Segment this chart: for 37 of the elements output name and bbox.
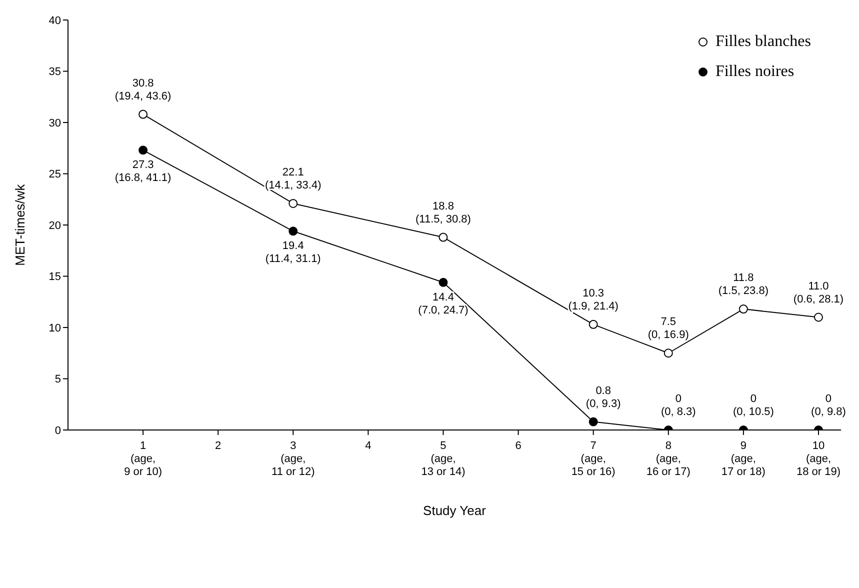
data-label: 7.5 (0, 16.9)	[648, 316, 689, 342]
x-tick-label: 6	[515, 440, 522, 452]
y-tick-label: 0	[54, 424, 61, 437]
y-tick-label: 40	[48, 14, 61, 27]
x-tick-label: 2	[215, 440, 222, 452]
data-label: 18.8 (11.5, 30.8)	[416, 200, 471, 226]
x-tick-label: 10 (age, 18 or 19)	[796, 440, 840, 478]
data-label: 30.8 (19.4, 43.6)	[114, 77, 172, 102]
y-axis-title: MET-times/wk	[12, 184, 28, 266]
x-tick-label: 5 (age, 13 or 14)	[421, 440, 466, 478]
data-label: 22.1 (14.1, 33.4)	[265, 166, 322, 192]
data-label: 11.8 (1.5, 23.8)	[718, 272, 769, 298]
y-tick-label: 5	[54, 374, 61, 386]
x-axis-title: Study Year	[423, 503, 487, 518]
data-label: 0 (0, 10.5)	[732, 393, 774, 418]
y-tick-label: 10	[48, 322, 61, 334]
data-label: 14.4 (7.0, 24.7)	[418, 291, 468, 316]
data-label: 10.3 (1.9, 21.4)	[568, 287, 618, 312]
x-tick-label: 4	[365, 440, 372, 452]
y-tick-label: 20	[48, 220, 61, 232]
x-tick-label: 7 (age, 15 or 16)	[571, 440, 616, 478]
y-tick-label: 35	[48, 66, 61, 78]
x-tick-label: 8 (age, 16 or 17)	[646, 440, 690, 478]
data-label: 19.4 (11.4, 31.1)	[265, 240, 321, 266]
data-label: 27.3 (16.8, 41.1)	[114, 159, 172, 184]
legend-label: Filles noires	[715, 63, 794, 81]
data-label: 0 (0, 8.3)	[660, 393, 696, 418]
y-tick-label: 25	[48, 168, 61, 181]
data-label: 0.8 (0, 9.3)	[586, 384, 621, 410]
x-tick-label: 9 (age, 17 or 18)	[721, 440, 766, 478]
x-tick-label: 1 (age, 9 or 10)	[124, 440, 162, 478]
x-tick-label: 3 (age, 11 or 12)	[272, 440, 315, 478]
y-tick-label: 30	[48, 117, 61, 130]
y-tick-label: 15	[48, 271, 61, 284]
data-label: 0 (0, 9.8)	[811, 393, 846, 418]
data-label: 11.0 (0.6, 28.1)	[793, 280, 844, 306]
legend-label: Filles blanches	[715, 33, 811, 51]
